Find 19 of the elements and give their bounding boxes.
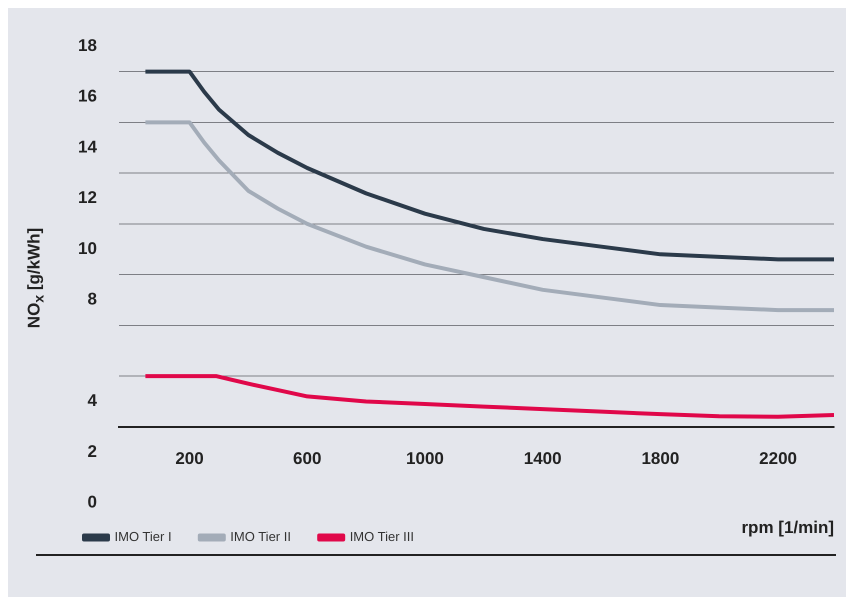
x-axis-title: rpm [1/min] [741,518,834,538]
y-tick-label: 12 [78,188,97,208]
y-tick-label: 16 [78,86,97,106]
y-tick-label: 0 [87,492,97,512]
x-tick-label: 200 [175,448,204,468]
y-tick-label: 2 [87,442,97,461]
x-tick-label: 1000 [406,448,444,468]
y-tick-label: 14 [78,137,98,156]
legend-label: IMO Tier III [350,529,414,544]
y-tick-label: 10 [78,238,97,258]
legend-label: IMO Tier I [114,529,172,544]
x-tick-label: 2200 [759,448,797,468]
x-tick-label: 600 [293,448,322,468]
x-tick-label: 1400 [524,448,562,468]
legend-label: IMO Tier II [230,529,291,544]
y-tick-label: 18 [78,36,97,55]
y-tick-label: 4 [87,391,98,410]
y-tick-label: 8 [87,290,97,309]
x-tick-label: 1800 [641,448,680,468]
